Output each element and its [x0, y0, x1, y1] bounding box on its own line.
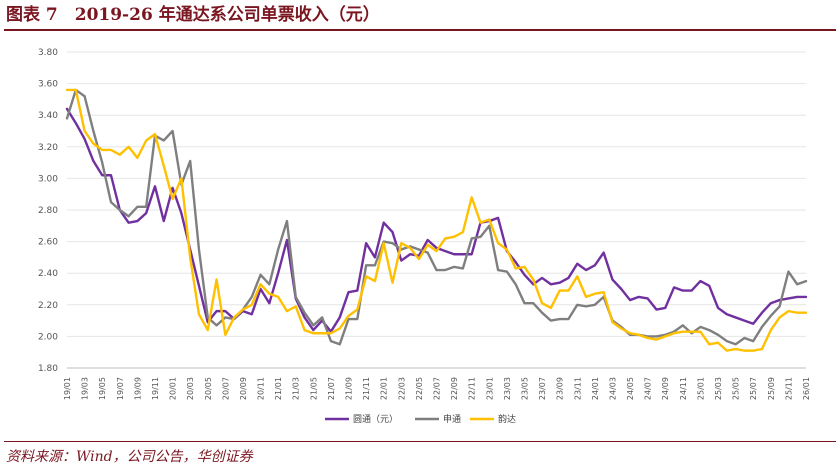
x-tick-label: 19/03 — [81, 377, 90, 400]
x-tick-label: 21/11 — [362, 377, 371, 400]
figure-title: 图表 7 2019-26 年通达系公司单票收入（元） — [6, 5, 380, 25]
line-chart: 1.80 2.00 2.20 2.40 2.60 2.80 3.00 3.20 3.40 3.60… — [38, 48, 811, 425]
x-axis-ticks: 19/01 19/03 19/05 19/07 19/09 19/11 20/01 20/03… — [63, 377, 811, 400]
x-tick-label: 25/01 — [696, 377, 705, 400]
x-tick-label: 22/11 — [468, 377, 477, 400]
series-line-1 — [65, 107, 808, 333]
x-tick-label: 22/03 — [397, 377, 406, 400]
x-tick-label: 23/11 — [573, 377, 582, 400]
x-tick-label: 23/01 — [485, 377, 494, 400]
x-tick-label: 24/11 — [679, 377, 688, 400]
x-tick-label: 20/05 — [204, 377, 213, 400]
x-tick-label: 21/01 — [274, 377, 283, 400]
x-tick-label: 20/01 — [169, 377, 178, 400]
x-tick-label: 21/07 — [327, 377, 336, 400]
x-tick-label: 25/05 — [732, 377, 741, 400]
y-tick-label: 3.00 — [38, 174, 58, 184]
y-tick-label: 2.00 — [38, 332, 58, 342]
x-tick-label: 25/07 — [749, 377, 758, 400]
x-tick-label: 24/09 — [661, 377, 670, 400]
x-tick-label: 22/07 — [433, 377, 442, 400]
x-tick-label: 24/05 — [626, 377, 635, 400]
x-tick-label: 20/03 — [186, 377, 195, 400]
legend-label: 申通 — [443, 413, 461, 425]
source-note: 资料来源：Wind，公司公告，华创证券 — [6, 449, 253, 465]
y-tick-label: 3.20 — [38, 143, 58, 153]
y-tick-label: 2.60 — [38, 238, 58, 248]
x-tick-label: 22/09 — [450, 377, 459, 400]
x-tick-label: 21/03 — [292, 377, 301, 400]
x-tick-label: 19/05 — [98, 377, 107, 400]
x-tick-label: 21/05 — [309, 377, 318, 400]
x-tick-label: 20/07 — [221, 377, 230, 400]
x-tick-label: 22/01 — [380, 377, 389, 400]
series-lines — [65, 88, 808, 352]
x-tick-label: 23/09 — [556, 377, 565, 400]
y-tick-label: 2.20 — [38, 301, 58, 311]
series-line-3 — [65, 88, 808, 352]
x-tick-label: 21/09 — [345, 377, 354, 400]
legend: 圆通（元） 申通 韵达 — [325, 413, 516, 425]
x-tick-label: 19/07 — [116, 377, 125, 400]
x-tick-label: 20/09 — [239, 377, 248, 400]
gridlines — [67, 51, 806, 369]
y-tick-label: 3.60 — [38, 80, 58, 90]
x-tick-label: 24/07 — [644, 377, 653, 400]
y-tick-label: 3.40 — [38, 111, 58, 121]
x-tick-label: 23/03 — [503, 377, 512, 400]
x-tick-label: 24/03 — [608, 377, 617, 400]
y-tick-label: 1.80 — [38, 364, 58, 374]
x-tick-label: 22/05 — [415, 377, 424, 400]
x-tick-label: 19/09 — [133, 377, 142, 400]
x-tick-label: 19/11 — [151, 377, 160, 400]
x-tick-label: 25/03 — [714, 377, 723, 400]
x-tick-label: 25/11 — [784, 377, 793, 400]
x-tick-label: 24/01 — [591, 377, 600, 400]
y-tick-label: 2.80 — [38, 206, 58, 216]
legend-label: 圆通（元） — [353, 414, 398, 425]
x-tick-label: 25/09 — [767, 377, 776, 400]
y-axis-ticks: 1.80 2.00 2.20 2.40 2.60 2.80 3.00 3.20 3.40 3.60… — [38, 48, 58, 374]
source-divider — [4, 441, 836, 442]
x-tick-label: 23/07 — [538, 377, 547, 400]
y-tick-label: 2.40 — [38, 269, 58, 279]
legend-label: 韵达 — [498, 413, 516, 425]
x-tick-label: 23/05 — [520, 377, 529, 400]
x-tick-label: 20/11 — [257, 377, 266, 400]
x-tick-label: 26/01 — [802, 377, 811, 400]
y-tick-label: 3.80 — [38, 48, 58, 58]
x-tick-label: 19/01 — [63, 377, 72, 400]
series-line-2 — [65, 88, 808, 346]
title-underline — [4, 29, 836, 31]
